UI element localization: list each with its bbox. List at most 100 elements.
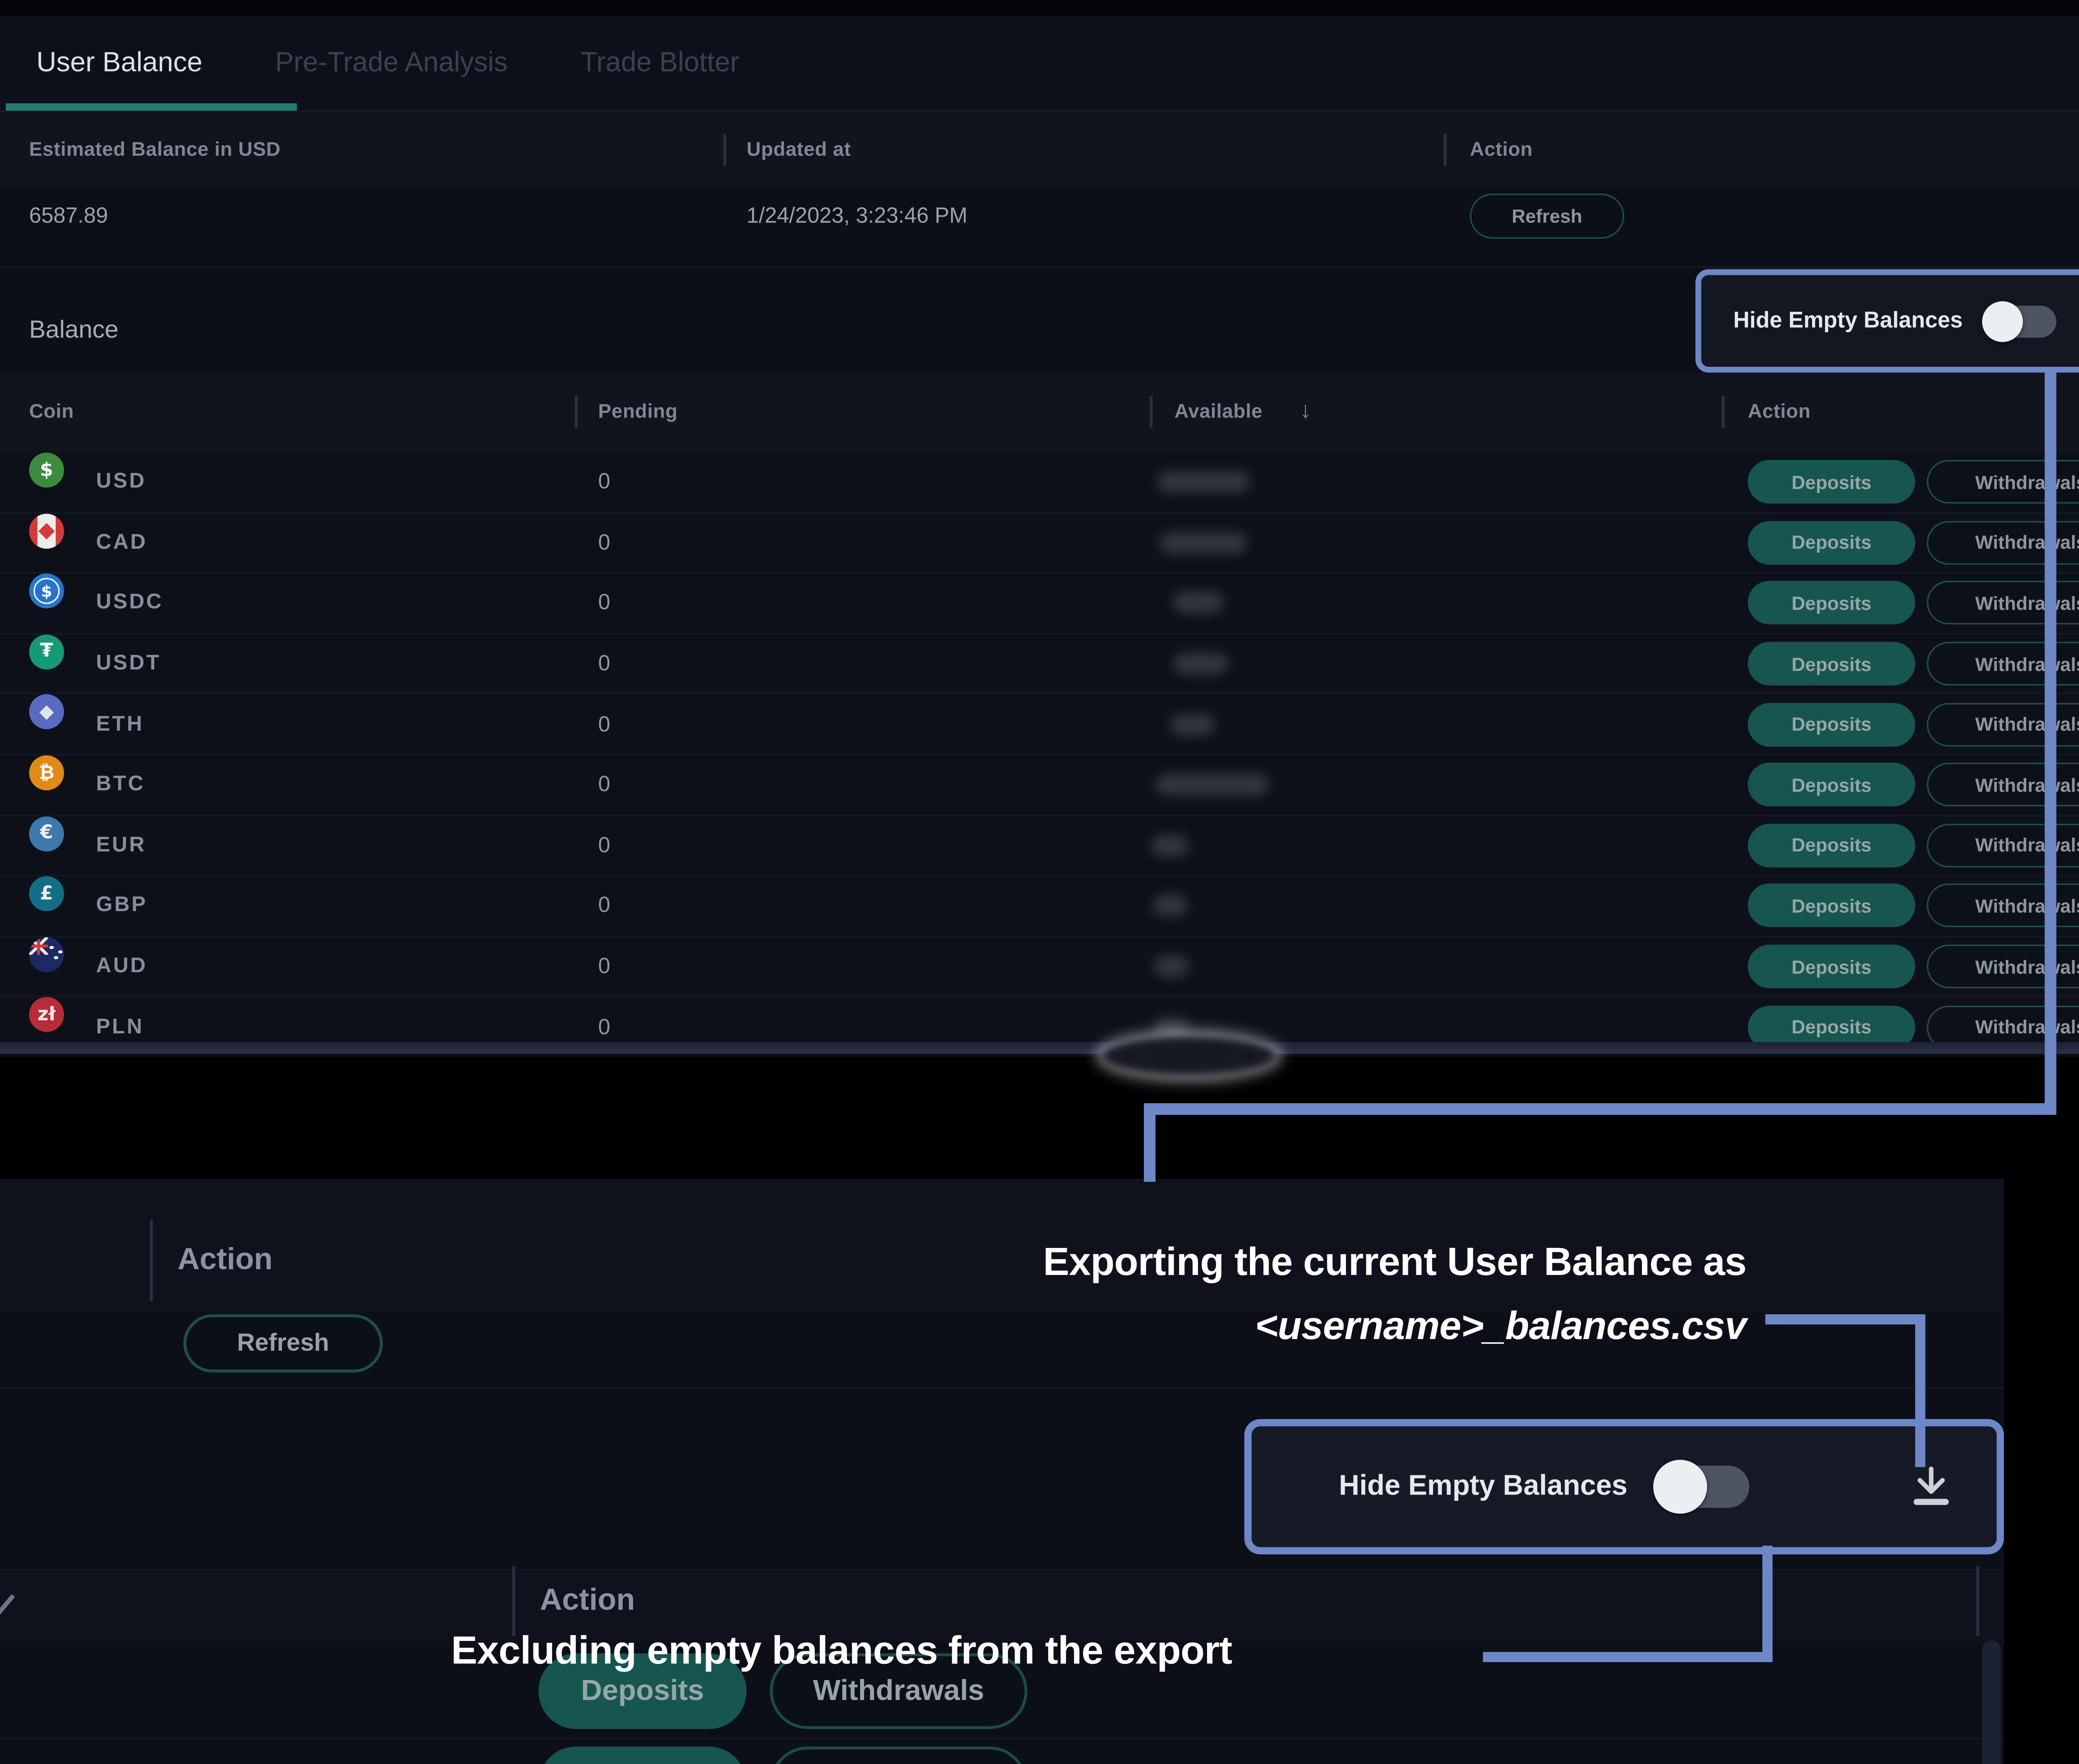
deposits-button[interactable]: Deposits [1748, 944, 1915, 988]
zoom-withdrawals-button-2[interactable]: Withdrawals [770, 1747, 1027, 1764]
connector-line [1144, 1103, 2057, 1115]
export-annotation: Exporting the current User Balance as <u… [1043, 1230, 1747, 1358]
header-pipe [512, 1566, 515, 1636]
table-row: $ USD 0 Deposits Withdrawals [0, 452, 2079, 514]
deposits-button[interactable]: Deposits [1748, 1005, 1915, 1049]
table-row: ₿ BTC 0 Deposits Withdrawals [0, 755, 2079, 816]
row-divider [0, 1738, 2004, 1739]
coin-code: ETH [96, 712, 144, 736]
redacted-available-value [1173, 592, 1224, 614]
zoom-action-header: Action [178, 1243, 273, 1277]
top-strip [0, 0, 2079, 16]
tab-pre-trade-analysis[interactable]: Pre-Trade Analysis [275, 47, 508, 78]
deposits-button[interactable]: Deposits [1748, 884, 1915, 928]
deposits-button[interactable]: Deposits [1748, 642, 1915, 686]
tab-trade-blotter[interactable]: Trade Blotter [580, 47, 739, 78]
header-pipe [150, 1220, 153, 1301]
zoom-hide-empty-balances-label: Hide Empty Balances [1339, 1470, 1628, 1502]
pending-value: 0 [598, 651, 610, 677]
summary-header-action: Action [1470, 138, 1533, 161]
redacted-available-value [1154, 1016, 1189, 1038]
deposits-button[interactable]: Deposits [1748, 702, 1915, 746]
deposits-button[interactable]: Deposits [1748, 521, 1915, 565]
coin-code: BTC [96, 773, 145, 797]
pending-value: 0 [598, 772, 610, 798]
summary-header-band [0, 112, 2079, 186]
toggle-knob [1654, 1460, 1708, 1514]
deposits-button[interactable]: Deposits [1748, 581, 1915, 625]
summary-header-updated: Updated at [746, 138, 851, 161]
zoomed-panel: Action Refresh Action Deposits Withdrawa… [0, 1179, 2004, 1764]
zoom-hide-empty-toggle[interactable] [1654, 1460, 1750, 1514]
zoom-bottom-action-header: Action [540, 1584, 635, 1617]
sort-descending-icon[interactable]: ↓ [1299, 399, 1312, 424]
coin-table-rows: $ USD 0 Deposits Withdrawals CAD 0 Depos… [0, 452, 2079, 1057]
header-pipe [1444, 134, 1446, 166]
zoom-header-band [0, 1179, 2004, 1313]
coin-code: GBP [96, 894, 148, 918]
deposits-button[interactable]: Deposits [1748, 763, 1915, 807]
connector-line [1144, 1103, 1156, 1182]
zoom-download-csv-icon[interactable] [1906, 1462, 1956, 1512]
redacted-available-value [1157, 471, 1250, 493]
table-row: ◆ ETH 0 Deposits Withdrawals [0, 694, 2079, 756]
cad-flag-icon [29, 513, 64, 548]
deposits-button[interactable]: Deposits [1748, 460, 1915, 504]
table-row: £ GBP 0 Deposits Withdrawals [0, 876, 2079, 937]
export-annotation-line1: Exporting the current User Balance as [1043, 1240, 1747, 1284]
redacted-available-value [1153, 895, 1188, 917]
header-pipe [1976, 1566, 1979, 1636]
pending-value: 0 [598, 893, 610, 919]
table-row: € EUR 0 Deposits Withdrawals [0, 815, 2079, 877]
coin-code: PLN [96, 1015, 144, 1039]
pending-value: 0 [598, 833, 610, 858]
aud-flag-icon [29, 937, 64, 972]
tab-bar: User Balance Pre-Trade Analysis Trade Bl… [0, 16, 2079, 111]
zoom-withdrawals-button[interactable]: Withdrawals [770, 1653, 1027, 1729]
btc-coin-icon: ₿ [29, 755, 64, 791]
hide-empty-toggle[interactable] [1981, 300, 2056, 341]
header-pipe [1150, 396, 1152, 428]
pending-value: 0 [598, 954, 610, 979]
header-pipe [1721, 396, 1724, 428]
active-tab-underline [6, 103, 297, 111]
estimated-balance-value: 6587.89 [29, 204, 108, 229]
updated-at-value: 1/24/2023, 3:23:46 PM [746, 204, 968, 229]
tabbar-divider [0, 111, 2079, 112]
exclude-annotation: Excluding empty balances from the export [451, 1628, 1232, 1673]
pln-coin-icon: zł [29, 997, 64, 1033]
connector-line [1762, 1546, 1773, 1662]
table-row: AUD 0 Deposits Withdrawals [0, 937, 2079, 998]
coin-code: CAD [96, 531, 148, 555]
zoom-deposits-button[interactable]: Deposits [538, 1653, 747, 1729]
coin-code: AUD [96, 955, 148, 978]
pending-value: 0 [598, 1014, 610, 1040]
col-header-available: Available [1174, 400, 1263, 422]
connector-line [2044, 367, 2057, 1112]
refresh-button[interactable]: Refresh [1470, 193, 1624, 239]
table-row: zł PLN 0 Deposits Withdrawals [0, 997, 2079, 1057]
balance-section-title: Balance [29, 316, 119, 344]
vertical-scrollbar[interactable] [1982, 1640, 2001, 1764]
horizontal-scrollbar[interactable] [0, 1042, 2079, 1054]
hide-empty-balances-label: Hide Empty Balances [1733, 308, 1963, 333]
usdt-coin-icon: ₮ [29, 634, 64, 670]
connector-line [1915, 1314, 1926, 1467]
deposits-button[interactable]: Deposits [1748, 823, 1915, 867]
hide-empty-balances-box: Hide Empty Balances [1695, 269, 2079, 373]
row-divider [0, 266, 2079, 268]
balance-table-header-band [0, 373, 2079, 453]
tab-user-balance[interactable]: User Balance [36, 47, 202, 78]
zoom-hide-empty-balances-box: Hide Empty Balances [1244, 1419, 2004, 1554]
redacted-available-value [1154, 955, 1189, 978]
header-pipe [723, 134, 726, 166]
row-divider [0, 1387, 2004, 1388]
connector-line [1765, 1314, 1926, 1324]
col-header-pending: Pending [598, 400, 678, 422]
col-header-action: Action [1748, 400, 1811, 422]
table-row: $ USDC 0 Deposits Withdrawals [0, 573, 2079, 635]
zoom-refresh-button[interactable]: Refresh [183, 1314, 383, 1373]
coin-code: EUR [96, 834, 146, 857]
zoom-deposits-button-2[interactable]: Deposits [538, 1747, 747, 1764]
summary-header-balance: Estimated Balance in USD [29, 138, 281, 161]
